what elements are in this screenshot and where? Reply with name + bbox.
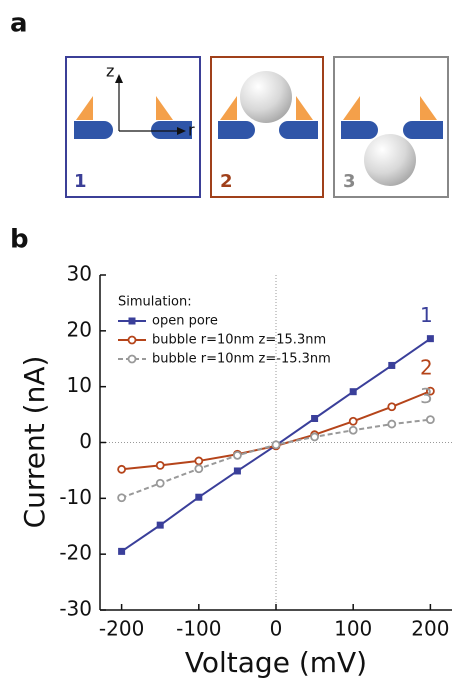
y-tick-label: 30	[67, 262, 92, 286]
legend-title: Simulation:	[118, 295, 192, 310]
x-tick-label: -100	[176, 617, 221, 641]
marker	[387, 402, 397, 412]
marker	[117, 464, 127, 474]
marker	[310, 432, 319, 442]
marker	[118, 547, 126, 555]
panel-label: b	[10, 225, 29, 255]
diagram-case: 2	[210, 56, 324, 198]
series-label: 1	[420, 303, 433, 327]
marker	[387, 419, 397, 429]
y-axis-label: Current (nA)	[18, 356, 51, 529]
legend-label: bubble r=10nm z=15.3nm	[152, 333, 326, 348]
y-tick-label: 20	[67, 317, 92, 341]
axis-label: r	[188, 121, 195, 140]
marker	[426, 335, 434, 343]
x-axis-label: Voltage (mV)	[185, 646, 367, 679]
case-label: 3	[343, 171, 356, 192]
x-tick-label: 0	[270, 617, 283, 641]
marker	[195, 493, 203, 501]
axis-label: z	[106, 62, 114, 81]
marker	[425, 415, 435, 425]
y-tick-label: 10	[67, 373, 92, 397]
x-tick-label: 200	[411, 617, 449, 641]
x-tick-label: -200	[99, 617, 144, 641]
series-line	[121, 390, 431, 471]
legend-marker	[128, 317, 136, 325]
legend-marker	[127, 354, 137, 364]
marker	[194, 456, 204, 466]
marker	[348, 416, 358, 426]
marker	[117, 493, 127, 503]
y-tick-label: -10	[59, 485, 92, 509]
marker	[155, 460, 165, 470]
legend-marker	[127, 335, 137, 345]
marker	[233, 467, 241, 475]
y-tick-label: 0	[79, 429, 92, 453]
diagram-case: 3	[333, 56, 449, 198]
marker	[271, 440, 281, 450]
case-label: 2	[220, 171, 233, 192]
marker	[311, 414, 319, 422]
marker	[194, 464, 204, 474]
marker	[155, 478, 165, 488]
legend-label: bubble r=10nm z=-15.3nm	[152, 352, 331, 367]
series-label: 3	[420, 384, 433, 408]
marker	[156, 521, 164, 529]
legend-label: open pore	[152, 314, 218, 329]
panel-label: a	[10, 9, 28, 39]
marker	[233, 450, 242, 460]
marker	[349, 388, 357, 396]
diagram-case: z r 1	[65, 56, 201, 198]
y-tick-label: -20	[59, 541, 92, 565]
y-tick-label: -30	[59, 597, 92, 621]
series-label: 2	[420, 356, 433, 380]
marker	[425, 386, 435, 396]
x-tick-label: 100	[334, 617, 372, 641]
case-label: 1	[74, 171, 87, 192]
marker	[348, 425, 358, 435]
marker	[388, 361, 396, 369]
